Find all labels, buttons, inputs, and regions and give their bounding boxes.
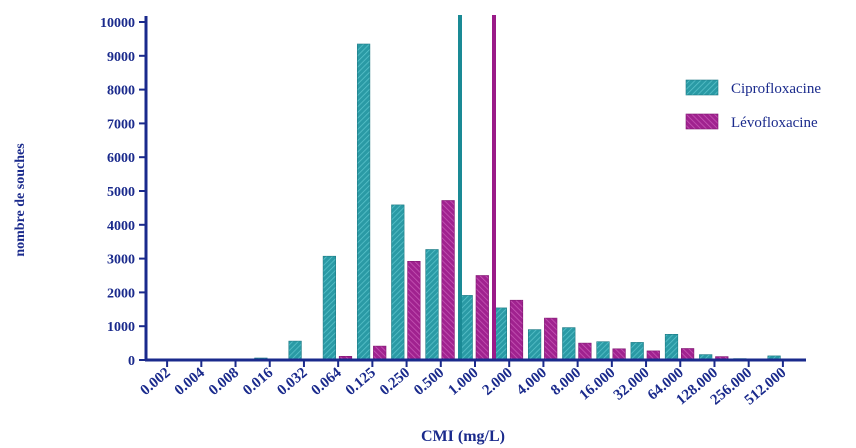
bar-levofloxacine-0.250 [407, 260, 421, 361]
y-tick-label-2000: 2000 [107, 286, 135, 301]
x-tick-label-0.500: 0.500 [411, 365, 447, 399]
bar-ciprofloxacine-0.250 [391, 204, 405, 361]
legend-swatch-ciprofloxacine [685, 79, 719, 96]
bar-ciprofloxacine-0.125 [356, 43, 371, 361]
y-tick-label-7000: 7000 [107, 117, 135, 132]
y-tick-label-4000: 4000 [107, 219, 135, 234]
bars-group [151, 43, 797, 361]
legend-label-ciprofloxacine: Ciprofloxacine [731, 81, 821, 97]
y-tick-label-10000: 10000 [100, 16, 135, 31]
y-tick-label-0: 0 [128, 354, 135, 369]
y-tick-label-8000: 8000 [107, 84, 135, 99]
x-axis-title: CMI (mg/L) [421, 428, 505, 445]
bar-ciprofloxacine-0.500 [425, 249, 439, 361]
bar-levofloxacine-4.000 [544, 317, 558, 361]
y-tick-label-3000: 3000 [107, 253, 135, 268]
bar-ciprofloxacine-0.064 [322, 255, 337, 361]
bar-levofloxacine-16.000 [612, 348, 626, 361]
x-tick-label-0.002: 0.002 [138, 365, 174, 399]
bar-ciprofloxacine-64.000 [664, 333, 679, 361]
legend-swatch-levofloxacine [685, 113, 719, 130]
reference-lines-group [458, 15, 496, 360]
y-tick-label-5000: 5000 [107, 185, 135, 200]
y-ticks-group: 0 1000 2000 3000 4000 5000 6000 7000 8000 9000 100… [100, 16, 146, 369]
bar-ciprofloxacine-8.000 [562, 327, 576, 361]
x-tick-label-0.008: 0.008 [206, 365, 242, 399]
y-tick-label-6000: 6000 [107, 151, 135, 166]
x-tick-label-16.000: 16.000 [577, 365, 619, 404]
axes-group [144, 16, 806, 362]
bar-levofloxacine-0.125 [373, 345, 387, 361]
bar-ciprofloxacine-16.000 [596, 341, 610, 361]
legend-label-levofloxacine: Lévofloxacine [731, 115, 818, 131]
y-axis-title: nombre de souches [13, 143, 28, 257]
bar-ciprofloxacine-0.032 [288, 340, 302, 361]
x-tick-label-0.064: 0.064 [309, 364, 346, 398]
bar-levofloxacine-8.000 [578, 342, 592, 361]
x-tick-label-0.004: 0.004 [172, 364, 209, 398]
x-tick-label-0.016: 0.016 [240, 364, 277, 398]
x-ticks-group: 0.0020.0040.0080.0160.0320.0640.1250.250… [138, 360, 789, 408]
legend: Ciprofloxacine Lévofloxacine [685, 79, 821, 131]
x-tick-label-0.250: 0.250 [377, 365, 413, 399]
y-tick-label-9000: 9000 [107, 50, 135, 65]
x-tick-label-4.000: 4.000 [514, 365, 550, 399]
bar-levofloxacine-2.000 [509, 299, 524, 361]
x-tick-label-32.000: 32.000 [611, 365, 653, 404]
bar-levofloxacine-0.500 [441, 200, 455, 361]
bar-levofloxacine-1.000 [475, 275, 489, 361]
x-tick-label-0.125: 0.125 [343, 365, 379, 399]
bar-ciprofloxacine-32.000 [630, 342, 644, 361]
x-tick-label-1.000: 1.000 [445, 365, 481, 399]
x-tick-label-2.000: 2.000 [480, 365, 516, 399]
bar-levofloxacine-64.000 [680, 348, 695, 361]
x-tick-label-0.032: 0.032 [274, 365, 310, 399]
bar-ciprofloxacine-4.000 [527, 329, 542, 361]
y-tick-label-1000: 1000 [107, 320, 135, 335]
